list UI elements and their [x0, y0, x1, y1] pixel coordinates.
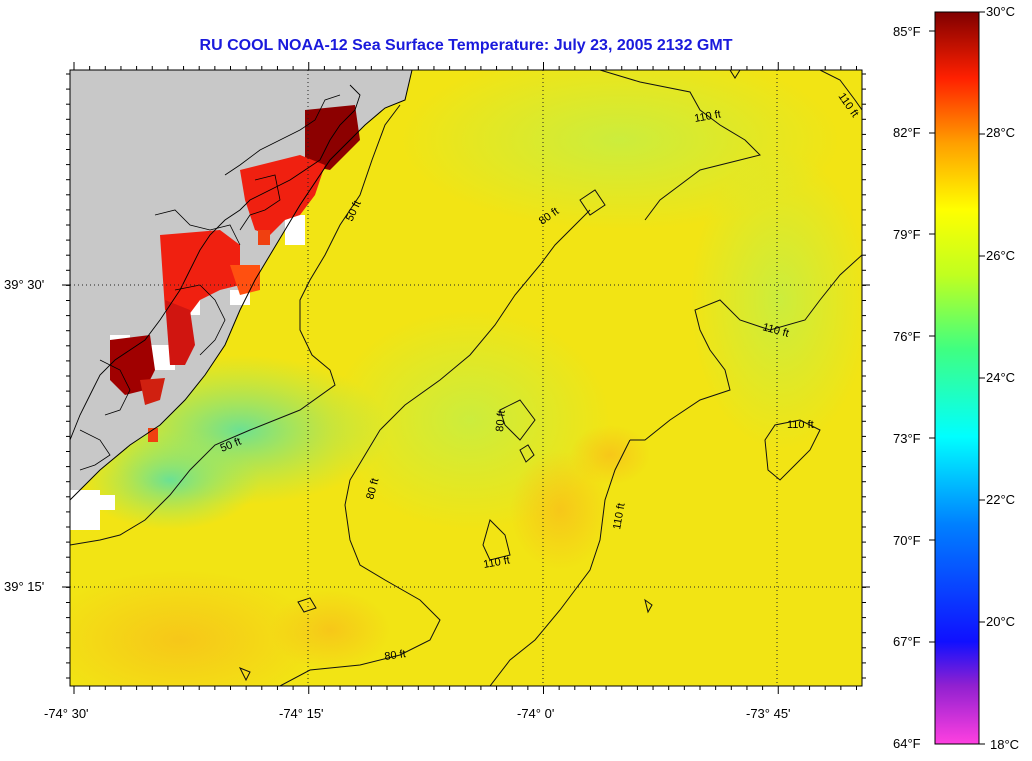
coastline: [70, 70, 413, 501]
axis-ticks: [62, 62, 870, 694]
lon-tick-label: -74° 0': [517, 706, 555, 721]
contour-label: 110 ft: [611, 502, 627, 530]
colorbar-scale: [934, 11, 980, 745]
fahrenheit-label: 67°F: [893, 634, 921, 649]
contour-label: 80 ft: [384, 648, 407, 663]
map-frame: [69, 69, 863, 687]
lon-tick-label: -74° 15': [279, 706, 324, 721]
fahrenheit-label: 76°F: [893, 329, 921, 344]
lon-tick-label: -74° 30': [44, 706, 89, 721]
lon-tick-label: -73° 45': [746, 706, 791, 721]
celsius-label: 28°C: [986, 125, 1016, 140]
fahrenheit-label: 64°F: [893, 736, 921, 751]
map-title: RU COOL NOAA-12 Sea Surface Temperature:…: [199, 37, 733, 54]
fahrenheit-label: 85°F: [893, 24, 921, 39]
celsius-label: 18°C: [990, 737, 1020, 752]
celsius-label: 30°C: [986, 4, 1016, 19]
fahrenheit-label: 70°F: [893, 533, 921, 548]
contour-label: 110 ft: [482, 554, 510, 570]
fahrenheit-label: 82°F: [893, 125, 921, 140]
celsius-label: 20°C: [986, 614, 1016, 629]
fahrenheit-label: 79°F: [893, 227, 921, 242]
contour-label: 80 ft: [494, 410, 508, 432]
warm-bay-1: [305, 105, 360, 170]
contour-label: 110 ft: [787, 419, 814, 431]
fahrenheit-label: 73°F: [893, 431, 921, 446]
contour-label: 80 ft: [364, 477, 381, 501]
celsius-label: 22°C: [986, 492, 1016, 507]
lat-tick-label: 39° 15': [4, 579, 45, 594]
celsius-label: 26°C: [986, 248, 1016, 263]
celsius-label: 24°C: [986, 370, 1016, 385]
graticule: [70, 70, 862, 686]
contour-label: 110 ft: [693, 108, 721, 124]
depth-contours: [70, 70, 862, 686]
colorbar-ticks: [929, 11, 985, 745]
lat-tick-label: 39° 30': [4, 277, 45, 292]
